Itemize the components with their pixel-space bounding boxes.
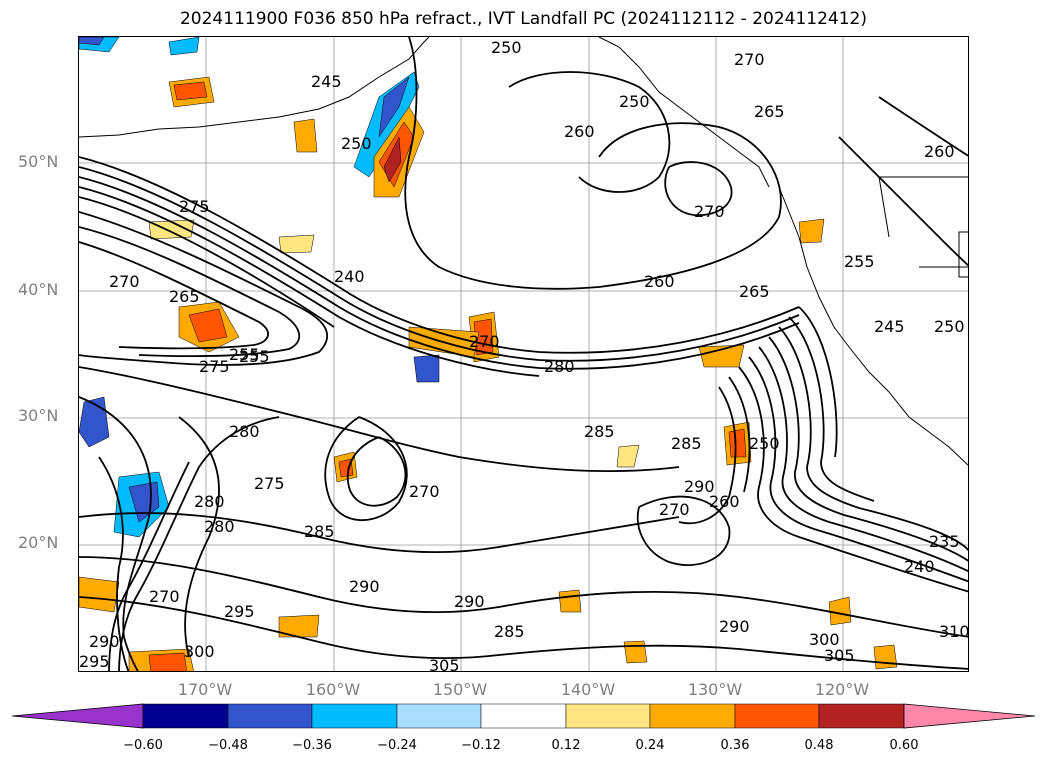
contour-label: 290	[684, 477, 715, 496]
contour-label: 250	[491, 38, 522, 57]
contour-label: 280	[544, 357, 575, 376]
contour-label: 295	[224, 602, 255, 621]
contour-label: 270	[409, 482, 440, 501]
map-svg: 250 245 250 270 250 265 260 260 270 275 …	[79, 37, 969, 672]
lat-label-40n: 40°N	[18, 280, 59, 299]
colorbar-swatch	[480, 703, 567, 729]
colorbar-tick: −0.48	[208, 738, 248, 753]
contour-label: 300	[809, 630, 840, 649]
colorbar-tick: 0.48	[804, 738, 834, 753]
contour-label: 290	[89, 632, 120, 651]
map-panel: 250 245 250 270 250 265 260 260 270 275 …	[78, 36, 969, 672]
colorbar-tick: −0.12	[461, 738, 501, 753]
colorbar-swatch	[565, 703, 651, 729]
contour-label-layer: 250 245 250 270 250 265 260 260 270 275 …	[79, 38, 969, 672]
colorbar-tick: −0.60	[123, 738, 163, 753]
shading-layer	[79, 37, 898, 671]
contour-label: 285	[584, 422, 615, 441]
contour-label: 260	[564, 122, 595, 141]
contour-label: 295	[79, 652, 110, 671]
contour-label: 265	[169, 287, 200, 306]
contour-label: 255	[229, 345, 260, 364]
contour-label: 240	[904, 557, 935, 576]
contour-label: 290	[719, 617, 750, 636]
contour-label: 300	[184, 642, 215, 661]
contour-label: 260	[644, 272, 675, 291]
lat-label-50n: 50°N	[18, 152, 59, 171]
lon-label-160w: 160°W	[305, 680, 361, 699]
contour-label: 255	[844, 252, 875, 271]
contour-label: 275	[199, 357, 230, 376]
lon-label-130w: 130°W	[687, 680, 743, 699]
colorbar-swatch	[734, 703, 820, 729]
chart-title: 2024111900 F036 850 hPa refract., IVT La…	[179, 9, 867, 29]
contour-label: 285	[494, 622, 525, 641]
colorbar-tick: 0.60	[889, 738, 919, 753]
lat-label-20n: 20°N	[18, 533, 59, 552]
contour-label: 265	[739, 282, 770, 301]
contour-label: 275	[254, 474, 285, 493]
contour-label: 260	[709, 492, 740, 511]
colorbar-tick: −0.24	[377, 738, 417, 753]
contour-label: 285	[671, 434, 702, 453]
contour-label: 280	[229, 422, 260, 441]
colorbar-swatch	[227, 703, 313, 729]
lat-label-30n: 30°N	[18, 406, 59, 425]
coastline-layer	[79, 37, 968, 466]
contour-label: 270	[694, 202, 725, 221]
colorbar-tick: 0.24	[635, 738, 665, 753]
graticule	[79, 37, 968, 671]
contour-label: 250	[749, 434, 780, 453]
lon-label-140w: 140°W	[560, 680, 616, 699]
colorbar-swatch	[142, 703, 229, 729]
contour-label: 265	[754, 102, 785, 121]
contour-label: 275	[179, 197, 210, 216]
colorbar-swatch	[818, 703, 905, 729]
contour-label: 250	[341, 134, 372, 153]
contour-label: 255	[239, 347, 270, 366]
colorbar-tick: −0.36	[292, 738, 332, 753]
contour-label: 310	[939, 622, 969, 641]
contour-label: 280	[204, 517, 235, 536]
contour-layer	[79, 37, 968, 671]
contour-label: 270	[659, 500, 690, 519]
contour-label: 290	[454, 592, 485, 611]
contour-label: 270	[734, 50, 765, 69]
contour-label: 235	[929, 532, 960, 551]
contour-label: 305	[429, 656, 460, 672]
contour-label: 305	[824, 646, 855, 665]
contour-label: 250	[934, 317, 965, 336]
colorbar-extend-low	[11, 703, 144, 729]
lon-label-170w: 170°W	[177, 680, 233, 699]
contour-label: 245	[874, 317, 905, 336]
contour-label: 260	[924, 142, 955, 161]
contour-label: 270	[469, 332, 500, 351]
contour-label: 280	[194, 492, 225, 511]
colorbar-swatch	[396, 703, 482, 729]
colorbar-extend-high	[903, 703, 1036, 729]
contour-label: 270	[109, 272, 140, 291]
colorbar-swatch	[649, 703, 736, 729]
colorbar	[11, 703, 1036, 729]
lon-label-120w: 120°W	[814, 680, 870, 699]
colorbar-swatch	[311, 703, 398, 729]
contour-label: 285	[304, 522, 335, 541]
colorbar-tick: 0.36	[720, 738, 750, 753]
lon-label-150w: 150°W	[432, 680, 488, 699]
contour-label: 245	[311, 72, 342, 91]
contour-label: 290	[349, 577, 380, 596]
contour-label: 250	[619, 92, 650, 111]
contour-label: 270	[149, 587, 180, 606]
contour-label: 240	[334, 267, 365, 286]
colorbar-tick: 0.12	[551, 738, 581, 753]
